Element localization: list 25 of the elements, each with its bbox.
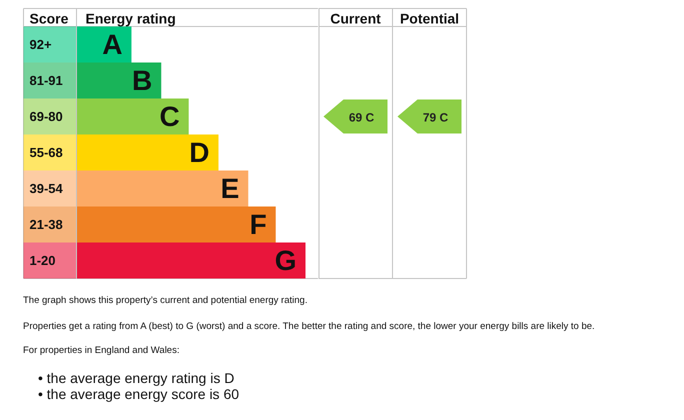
text: Properties get a rating from A (best) to G (worst) and a score. The better the rating and score, the lower your energy bills are likely to be. — [23, 321, 595, 333]
annotation: E — [220, 173, 240, 204]
text: • the average energy rating is D — [38, 370, 234, 386]
chart-title: Energy rating — [86, 10, 176, 26]
annotation: D — [189, 137, 210, 168]
y-tick-label: 69-80 — [30, 109, 63, 124]
text: 79 C — [422, 110, 448, 124]
y-tick-label: 21-38 — [30, 217, 63, 232]
text: For properties in England and Wales: — [23, 345, 180, 357]
y-tick-label: 55-68 — [30, 145, 63, 160]
category-label: Potential — [400, 10, 460, 26]
annotation: A — [102, 29, 122, 60]
y-tick-label: 81-91 — [30, 73, 63, 88]
y-tick-label: 39-54 — [30, 181, 64, 196]
annotation: G — [274, 245, 296, 276]
annotation: C — [159, 101, 180, 132]
annotation: F — [250, 209, 267, 240]
y-axis-title: Score — [30, 10, 69, 26]
annotation: B — [132, 65, 152, 96]
y-tick-label: 1-20 — [30, 253, 56, 268]
text: The graph shows this property’s current and potential energy rating. — [23, 295, 308, 307]
category-label: Current — [330, 10, 382, 26]
y-tick-label: 92+ — [30, 37, 52, 52]
text: • the average energy score is 60 — [38, 386, 240, 402]
text: 69 C — [348, 110, 374, 124]
